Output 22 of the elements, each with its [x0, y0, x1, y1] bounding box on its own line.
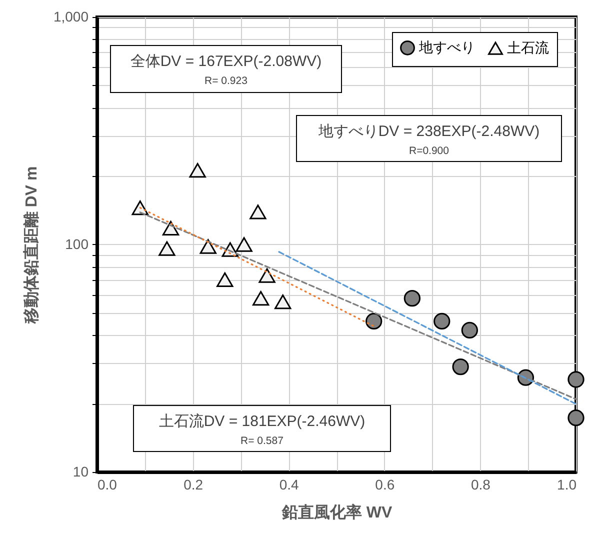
y-axis-title: 移動体鉛直距離 DV m [22, 166, 40, 325]
annotation: R= 0.587 [240, 435, 284, 447]
y-tick-label: 10 [72, 464, 89, 480]
y-tick-label: 1,000 [53, 8, 89, 24]
x-axis-title: 鉛直風化率 WV [280, 502, 392, 522]
equation-box: 土石流DV = 181EXP(-2.46WV) R= 0.587 [133, 405, 391, 452]
annotation: R= 0.923 [204, 75, 248, 87]
annotation: 全体DV = 167EXP(-2.08WV) [129, 52, 323, 71]
x-tick-label: 0.2 [184, 476, 204, 492]
x-tick-label: 0.0 [98, 476, 118, 492]
annotation: R=0.900 [408, 145, 450, 157]
equation-box: 地すべりDV = 238EXP(-2.48WV) R=0.900 [296, 115, 562, 162]
annotation: 土石流DV = 181EXP(-2.46WV) [158, 412, 366, 431]
annotation: 地すべりDV = 238EXP(-2.48WV) [317, 122, 541, 141]
x-tick-label: 0.8 [470, 476, 491, 492]
x-tick-label: 1.0 [557, 476, 577, 492]
equation-box: 全体DV = 167EXP(-2.08WV) R= 0.923 [110, 45, 342, 93]
x-tick-label: 0.6 [375, 476, 395, 492]
y-tick-label: 100 [65, 236, 89, 252]
legend-label: 土石流 [507, 39, 549, 56]
x-tick-label: 0.4 [279, 476, 300, 492]
legend-label: 地すべり [418, 38, 475, 55]
